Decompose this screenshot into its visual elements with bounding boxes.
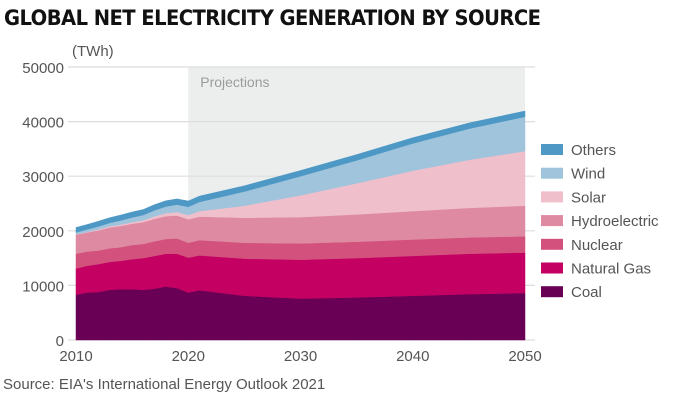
x-tick-label: 2020 bbox=[172, 348, 205, 365]
y-axis-unit-label: (TWh) bbox=[72, 43, 114, 60]
legend-label: Wind bbox=[571, 166, 605, 183]
y-axis-ticks: 0 10000 20000 30000 40000 50000 bbox=[22, 60, 64, 350]
chart-title: GLOBAL NET ELECTRICITY GENERATION BY SOU… bbox=[4, 6, 541, 30]
legend-swatch bbox=[541, 262, 563, 274]
area-others bbox=[75, 110, 526, 233]
source-note: Source: EIA's International Energy Outlo… bbox=[3, 376, 326, 393]
x-tick-label: 2010 bbox=[59, 348, 92, 365]
y-tick-label: 0 bbox=[56, 333, 64, 350]
x-tick-label: 2040 bbox=[396, 348, 429, 365]
y-tick-label: 50000 bbox=[22, 60, 64, 77]
legend-label: Hydroelectric bbox=[571, 213, 659, 230]
y-tick-label: 20000 bbox=[22, 224, 64, 241]
legend-swatch bbox=[541, 286, 563, 298]
legend-label: Natural Gas bbox=[571, 261, 651, 278]
legend-swatch bbox=[541, 144, 563, 155]
legend-label: Solar bbox=[571, 189, 606, 206]
y-tick-label: 10000 bbox=[22, 278, 64, 295]
legend-swatch bbox=[541, 167, 563, 179]
y-tick-label: 30000 bbox=[22, 169, 64, 186]
x-axis-ticks: 2010 2020 2030 2040 2050 bbox=[59, 348, 541, 365]
legend-swatch bbox=[541, 238, 563, 250]
y-tick-label: 40000 bbox=[22, 115, 64, 132]
legend-swatch bbox=[541, 191, 563, 203]
x-tick-label: 2030 bbox=[284, 348, 317, 365]
legend-label: Others bbox=[571, 142, 616, 159]
legend-label: Nuclear bbox=[571, 237, 623, 254]
area-series bbox=[75, 110, 526, 341]
legend-swatch bbox=[541, 215, 563, 227]
legend-label: Coal bbox=[571, 284, 602, 301]
legend: Others Wind Solar Hydroelectric Nuclear Natur… bbox=[541, 142, 659, 301]
x-tick-label: 2050 bbox=[508, 348, 541, 365]
projections-label: Projections bbox=[200, 74, 269, 90]
